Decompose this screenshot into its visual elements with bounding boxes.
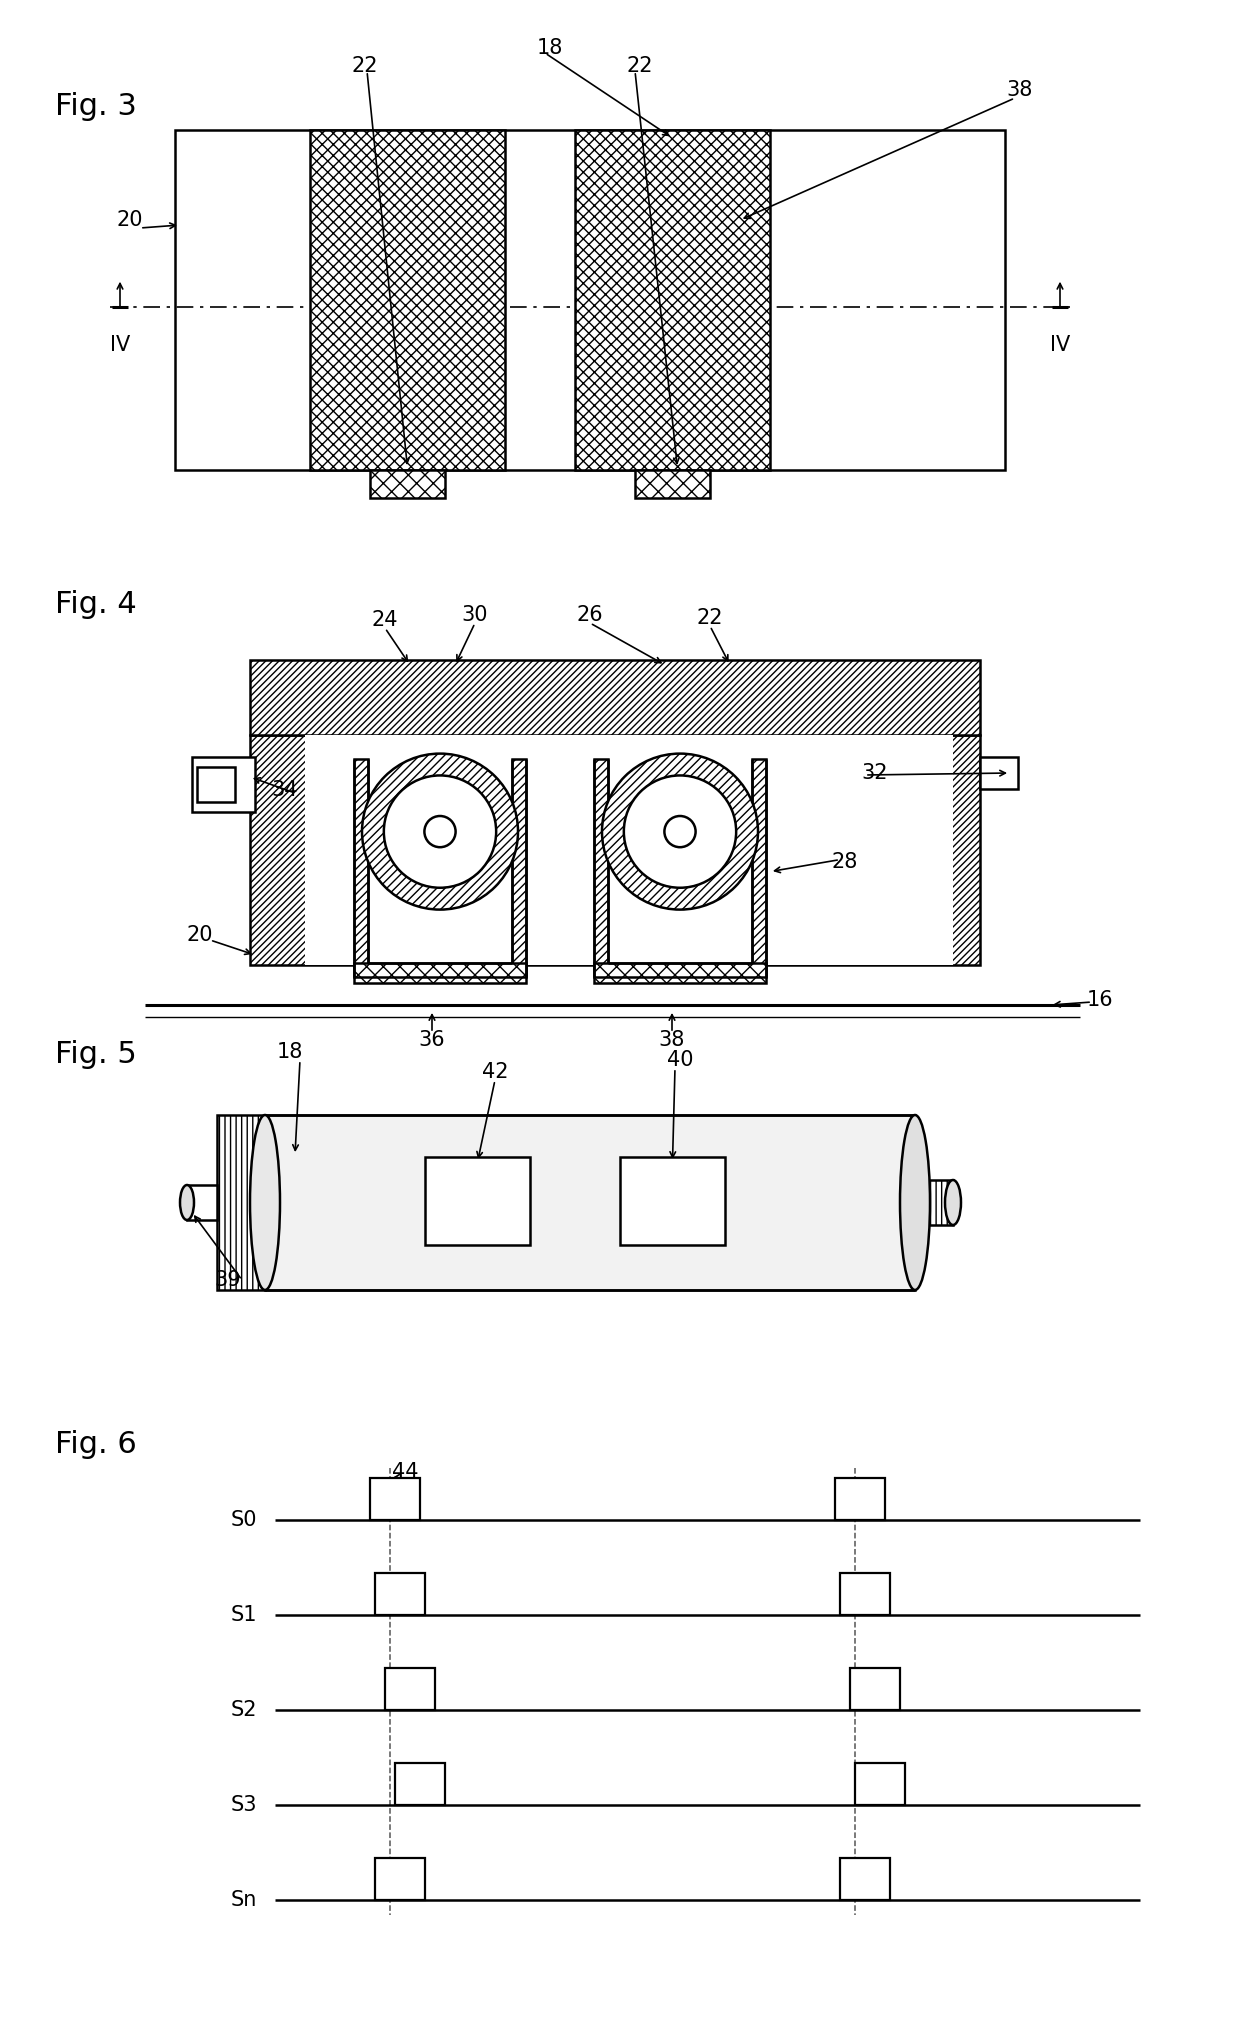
Text: 39: 39 (215, 1269, 242, 1289)
Bar (305, 736, 954, 964)
Bar (839, 1857, 890, 1900)
Text: 20: 20 (187, 926, 213, 946)
Text: 30: 30 (461, 604, 489, 624)
Bar (396, 1762, 445, 1805)
Text: S2: S2 (231, 1700, 257, 1720)
Text: 18: 18 (537, 38, 563, 59)
Text: S1: S1 (231, 1605, 257, 1625)
Circle shape (601, 754, 758, 909)
Circle shape (424, 816, 455, 847)
Bar (197, 768, 236, 802)
Text: Fig. 6: Fig. 6 (55, 1431, 136, 1459)
Ellipse shape (250, 1116, 280, 1289)
Text: IV: IV (110, 335, 130, 356)
Text: S3: S3 (231, 1795, 257, 1815)
Ellipse shape (180, 1184, 193, 1221)
Bar (620, 1156, 725, 1245)
Bar (849, 1667, 900, 1710)
Text: Fig. 5: Fig. 5 (55, 1041, 136, 1069)
Text: Sn: Sn (231, 1890, 257, 1910)
Text: 34: 34 (272, 780, 299, 800)
Text: 38: 38 (658, 1031, 686, 1051)
Text: 22: 22 (352, 57, 378, 77)
Bar (384, 1667, 435, 1710)
Bar (187, 1184, 217, 1221)
Bar (192, 758, 255, 812)
Bar (250, 736, 980, 964)
Bar (594, 758, 608, 976)
Text: 16: 16 (1086, 990, 1114, 1010)
Circle shape (384, 776, 496, 887)
Bar (374, 1572, 425, 1615)
Text: IV: IV (1050, 335, 1070, 356)
Bar (575, 129, 770, 471)
Bar (751, 758, 766, 976)
Bar (265, 1116, 915, 1289)
Bar (594, 962, 766, 982)
Text: Fig. 3: Fig. 3 (55, 93, 136, 121)
Bar (512, 758, 526, 976)
Text: Fig. 4: Fig. 4 (55, 590, 136, 618)
Text: 38: 38 (1007, 81, 1033, 99)
Text: 24: 24 (372, 610, 398, 631)
Circle shape (624, 776, 737, 887)
Text: 18: 18 (277, 1043, 304, 1061)
Text: 44: 44 (392, 1461, 418, 1481)
Bar (370, 1477, 420, 1520)
Bar (915, 1180, 954, 1225)
Text: 32: 32 (862, 764, 888, 782)
Bar (353, 962, 526, 982)
Bar (310, 129, 505, 471)
Text: 28: 28 (832, 851, 858, 871)
Bar (250, 661, 980, 736)
Text: 22: 22 (626, 57, 653, 77)
Text: 36: 36 (419, 1031, 445, 1051)
Bar (374, 1857, 425, 1900)
Text: 20: 20 (117, 210, 144, 230)
Bar (353, 758, 368, 976)
Bar (980, 758, 1018, 788)
Bar (370, 471, 445, 497)
Text: 22: 22 (697, 608, 723, 629)
Ellipse shape (945, 1180, 961, 1225)
Text: 40: 40 (667, 1051, 693, 1069)
Circle shape (665, 816, 696, 847)
Bar (635, 471, 711, 497)
Bar (856, 1762, 905, 1805)
Circle shape (362, 754, 518, 909)
Text: S0: S0 (231, 1510, 257, 1530)
Text: 42: 42 (482, 1061, 508, 1081)
Bar (835, 1477, 885, 1520)
Bar (217, 1116, 265, 1289)
Bar (425, 1156, 529, 1245)
Bar (175, 129, 1004, 471)
Ellipse shape (900, 1116, 930, 1289)
Text: 26: 26 (577, 604, 604, 624)
Bar (839, 1572, 890, 1615)
